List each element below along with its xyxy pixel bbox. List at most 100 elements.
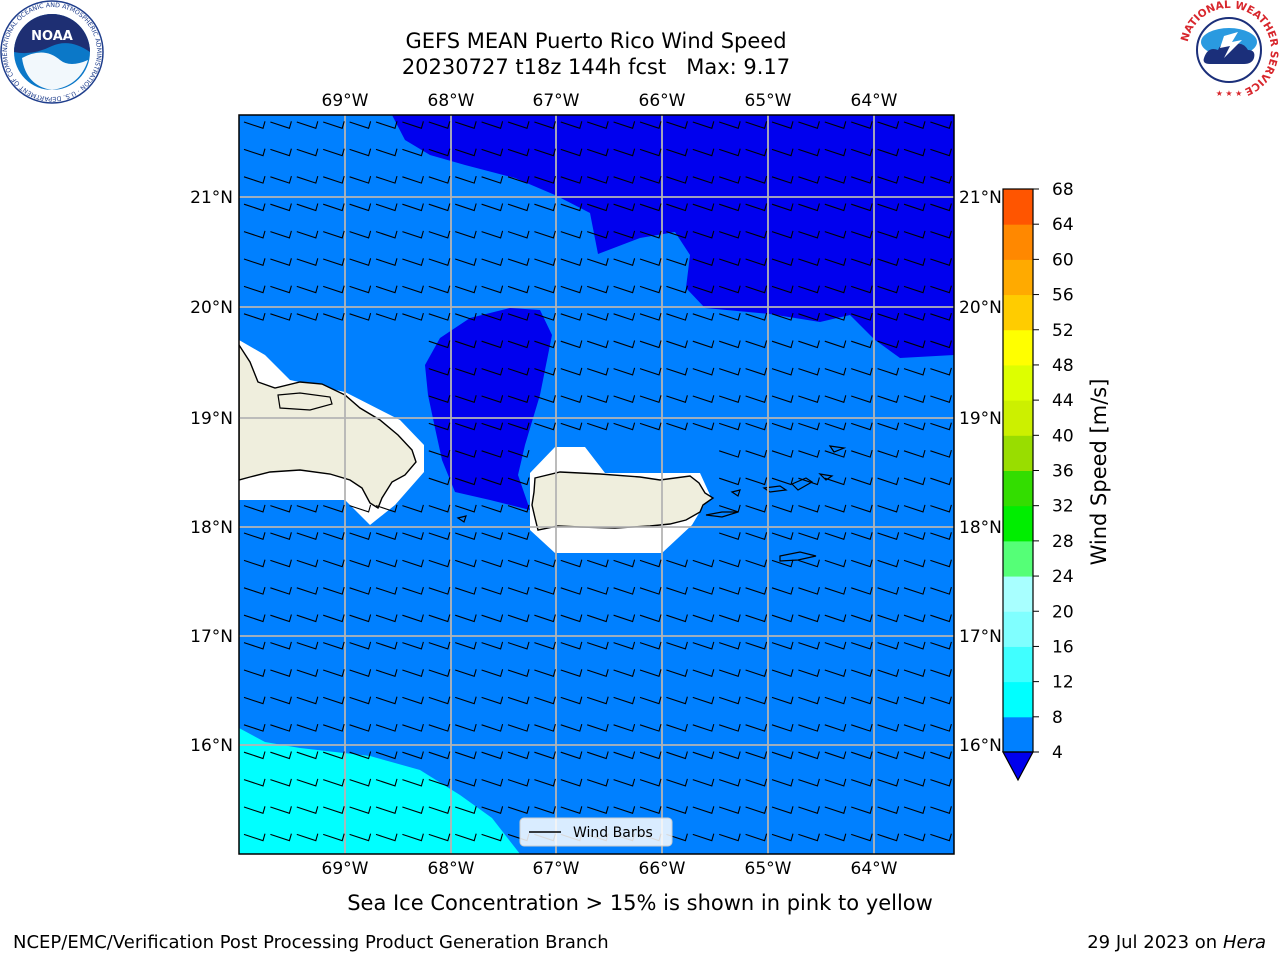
wind-barb [481,422,504,431]
bottom-lon-label-67w: 67°W [533,859,580,879]
wind-barb [587,230,609,239]
wind-barb [270,669,292,678]
wind-barb [587,148,609,157]
wind-barb [455,258,477,267]
wind-barb [930,614,952,623]
wind-barb [851,312,873,321]
wind-barb [719,367,741,376]
wind-barb [507,395,530,404]
wind-barb [375,285,398,294]
wind-barb [560,614,583,623]
wind-barb [375,723,398,732]
wind-barb [587,751,609,760]
colorbar-band [1003,329,1033,366]
wind-barb [798,175,820,184]
top-lon-label-68w: 68°W [428,91,475,111]
wind-barb [851,230,873,239]
wind-barb [481,723,504,732]
wind-barb [534,696,556,705]
wind-barb [666,696,688,705]
wind-barb [375,203,398,212]
wind-barb [851,148,873,157]
wind-barb [719,203,741,212]
wind-barb [428,340,451,349]
wind-barb [507,449,530,458]
wind-barb [745,586,768,595]
wind-barb [639,230,662,239]
wind-barb [877,258,900,267]
wind-barb [930,230,952,239]
wind-barb [534,175,556,184]
wind-barb [639,340,662,349]
colorbar-band [1003,470,1033,507]
wind-barb [270,696,292,705]
wind-barb [666,367,688,376]
wind-barb [534,340,556,349]
wind-barb [428,751,451,760]
wind-barb [455,751,477,760]
wind-barb [798,669,820,678]
wind-barb [560,586,583,595]
wind-barb [903,312,926,321]
wind-barb [692,696,715,705]
right-lat-label-17n: 17°N [959,627,1002,647]
wind-barb [639,367,662,376]
wind-barb [270,833,292,842]
colorbar-tick-label: 36 [1052,462,1074,482]
wind-barb [877,175,900,184]
wind-barb [613,148,636,157]
wind-barb [851,723,873,732]
wind-barb [296,641,319,650]
wind-barb [534,614,556,623]
wind-barb [613,312,636,321]
wind-barb [323,833,345,842]
wind-barb [639,285,662,294]
wind-barb [375,696,398,705]
legend-label: Wind Barbs [573,825,653,841]
wind-barb [613,641,636,650]
left-lat-label-21n: 21°N [190,188,233,208]
wind-barb [903,504,926,513]
wind-barb [798,696,820,705]
wind-barb [824,449,847,458]
wind-barb [455,121,477,130]
top-lon-label-64w: 64°W [851,91,898,111]
wind-barb [587,121,609,130]
wind-barb [375,148,398,157]
wind-barb [455,148,477,157]
noaa-logo-text: NOAA [31,29,73,44]
footer-branch: NCEP/EMC/Verification Post Processing Pr… [13,932,609,953]
wind-barb [481,641,504,650]
colorbar-tick-label: 4 [1052,743,1063,763]
wind-barb [903,751,926,760]
wind-barbs-legend: Wind Barbs [519,817,673,847]
wind-barb [587,340,609,349]
wind-barb [639,696,662,705]
wind-barb [349,723,372,732]
wind-barb [666,175,688,184]
wind-barb [798,449,820,458]
wind-barb [534,559,556,568]
colorbar-band [1003,681,1033,718]
wind-barb [507,340,530,349]
wind-barb [639,669,662,678]
wind-barb [455,175,477,184]
wind-barb [296,230,319,239]
wind-barb [692,395,715,404]
wind-barb [428,477,451,486]
wind-barb [903,449,926,458]
wind-barb [771,723,794,732]
wind-barb [877,504,900,513]
wind-barb [666,586,688,595]
wind-barb [930,696,952,705]
colorbar-band [1003,646,1033,683]
wind-barb [798,806,820,815]
wind-barb [771,203,794,212]
wind-barb [666,258,688,267]
wind-barb [560,230,583,239]
wind-barb [745,504,768,513]
wind-barb [270,723,292,732]
wind-barb [930,340,952,349]
bottom-lon-label-64w: 64°W [851,859,898,879]
wind-barb [296,175,319,184]
